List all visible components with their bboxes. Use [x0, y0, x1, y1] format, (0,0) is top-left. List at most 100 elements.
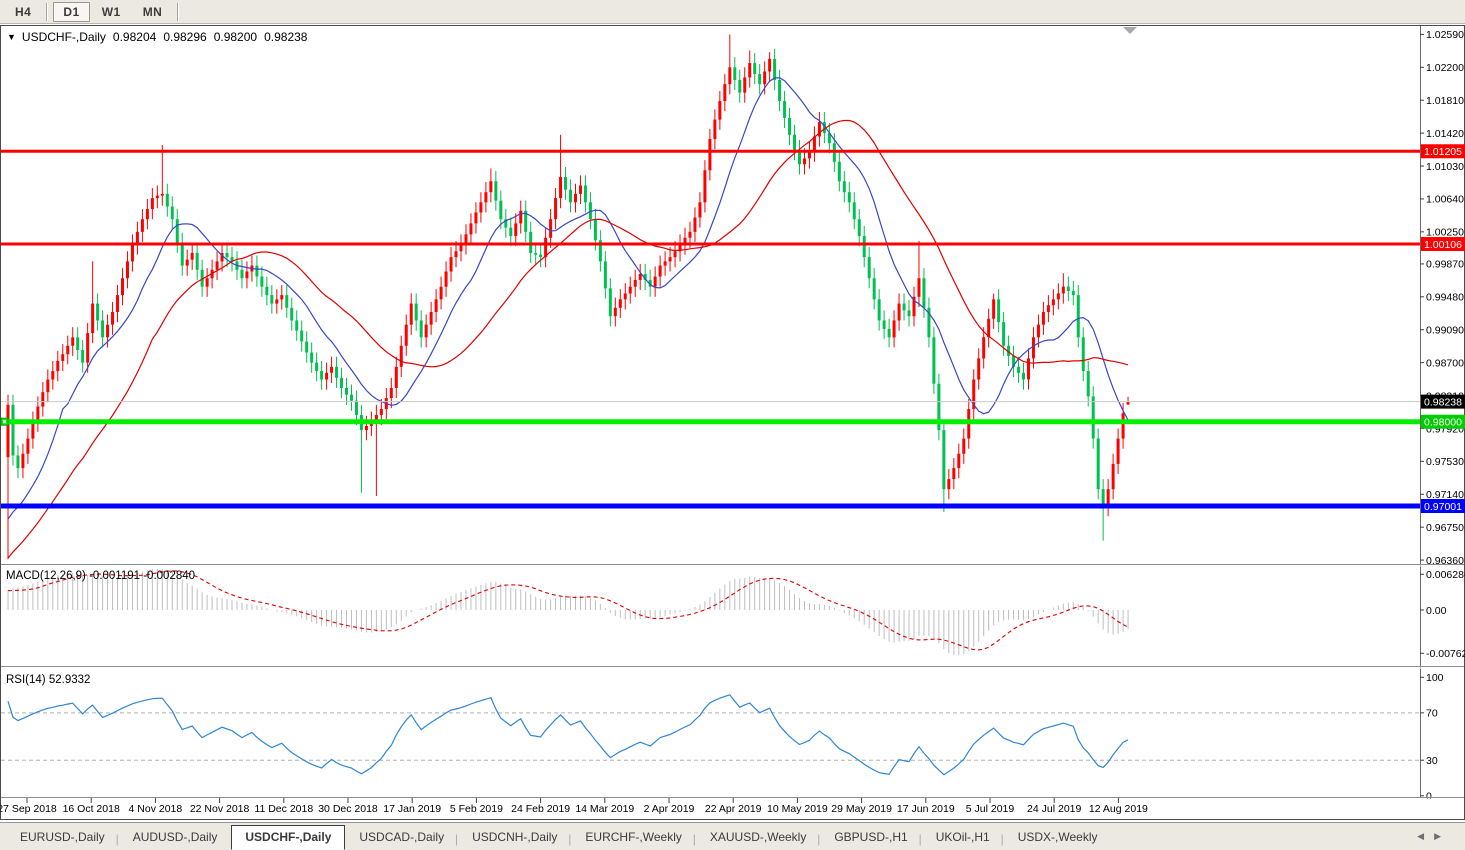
candle-body	[325, 372, 329, 380]
chart-title: ▼ USDCHF-,Daily 0.98204 0.98296 0.98200 0.982…	[7, 30, 307, 44]
date-label: 17 Jun 2019	[897, 803, 955, 815]
candle-body	[773, 58, 777, 80]
candle-body	[320, 371, 324, 380]
candle-body	[738, 79, 742, 93]
candle-body	[573, 193, 577, 203]
candle-body	[394, 366, 398, 388]
tab-xauusd-weekly[interactable]: XAUUSD-,Weekly |	[709, 830, 821, 846]
tab-scroll-right-icon[interactable]: ▶	[1434, 831, 1451, 841]
candle-body	[6, 404, 10, 458]
tab-ukoil-h1[interactable]: UKOil-,H1 |	[935, 830, 1004, 846]
candle-body	[315, 362, 319, 372]
date-label: 17 Jan 2019	[383, 803, 441, 815]
tab-audusd-daily[interactable]: AUDUSD-,Daily	[132, 830, 218, 844]
candle-body	[1126, 401, 1130, 405]
rsi-name: RSI(14)	[6, 674, 46, 686]
candle-body	[479, 202, 483, 213]
candle-body	[1007, 345, 1011, 356]
tab-usdcnh-daily[interactable]: USDCNH-,Daily |	[472, 830, 572, 846]
tab-eurusd-daily[interactable]: EURUSD-,Daily |	[20, 830, 119, 846]
candle-body	[91, 303, 95, 334]
tab-scroll-left-icon[interactable]: ◀	[1417, 831, 1435, 841]
date-label: 22 Apr 2019	[705, 803, 762, 815]
date-label: 27 Sep 2018	[0, 803, 57, 815]
candle-body	[862, 236, 866, 258]
candle-body	[155, 195, 159, 199]
ma-slow-line	[7, 119, 1129, 559]
candle-body	[160, 193, 164, 196]
candle-body	[499, 200, 503, 220]
candle-body	[802, 158, 806, 165]
timeframe-button-h4[interactable]: H4	[15, 4, 32, 19]
candle-body	[330, 366, 334, 373]
date-label: 29 May 2019	[831, 803, 892, 815]
candle-body	[519, 210, 523, 224]
date-label: 2 Apr 2019	[644, 803, 695, 815]
current-price-badge	[1421, 394, 1465, 409]
candle-body	[608, 288, 612, 317]
candle-body	[449, 257, 453, 272]
tab-usdx-weekly[interactable]: USDX-,Weekly	[1017, 830, 1098, 844]
candle-body	[807, 151, 811, 159]
candle-body	[927, 307, 931, 338]
price-line-badge-label: 0.98000	[1424, 417, 1462, 429]
tab-gbpusd-h1[interactable]: GBPUSD-,H1 |	[834, 830, 922, 846]
candle-body	[812, 136, 816, 152]
tab-usdcad-daily[interactable]: USDCAD-,Daily |	[359, 830, 459, 846]
candle-body	[305, 341, 309, 353]
date-axis[interactable]: 27 Sep 2018 16 Oct 2018 4 Nov 2018 22 Nov 2…	[0, 798, 1148, 815]
candle-body	[165, 193, 169, 207]
tab-separator: |	[115, 832, 119, 846]
candle-body	[170, 206, 174, 220]
rsi-tick-label: 30	[1426, 755, 1438, 767]
candle-body	[778, 79, 782, 102]
candle-body	[912, 296, 916, 317]
candle-body	[788, 117, 792, 135]
candle-body	[56, 360, 60, 372]
tab-separator: |	[918, 832, 922, 846]
candle-body	[1091, 396, 1095, 439]
candle-body	[1106, 489, 1110, 507]
candle-body	[887, 328, 891, 338]
timeframe-button-w1[interactable]: W1	[101, 4, 121, 19]
price-tick-label: 1.00250	[1426, 227, 1464, 239]
candle-body	[101, 320, 105, 338]
candle-body	[628, 286, 632, 294]
timeframe-button-mn[interactable]: MN	[142, 4, 163, 19]
candle-body	[847, 192, 851, 203]
candle-body	[917, 278, 921, 297]
candle-body	[275, 299, 279, 304]
tab-separator: |	[692, 832, 696, 846]
symbol-dropdown-icon[interactable]: ▼	[7, 32, 16, 42]
candle-body	[972, 379, 976, 410]
price-axis[interactable]: 1.02590 1.02200 1.01810 1.01420 1.01030 1.006…	[1420, 29, 1465, 803]
macd-tick-label: -0.00762	[1426, 648, 1465, 660]
candle-body	[474, 212, 478, 224]
chart-shift-icon[interactable]	[1123, 27, 1137, 34]
date-label: 14 Mar 2019	[575, 803, 634, 815]
candle-body	[907, 310, 911, 317]
candle-body	[61, 354, 65, 361]
toolbar-separator	[46, 2, 49, 21]
candle-body	[1022, 372, 1026, 380]
candle-body	[817, 122, 821, 137]
candle-body	[1046, 305, 1050, 313]
candle-body	[116, 295, 120, 313]
candle-body	[648, 279, 652, 287]
candle-body	[1041, 312, 1045, 325]
timeframe-button-d1[interactable]: D1	[53, 1, 90, 22]
date-label: 24 Feb 2019	[511, 803, 570, 815]
candle-body	[768, 58, 772, 72]
candle-body	[255, 265, 259, 277]
tab-usdchf-daily[interactable]: USDCHF-,Daily	[231, 825, 346, 850]
candle-body	[743, 77, 747, 93]
candle-body	[837, 161, 841, 182]
candle-body	[404, 324, 408, 346]
price-tick-label: 0.97530	[1426, 456, 1464, 468]
toolbar-separator	[177, 2, 180, 21]
line-anchor-center	[3, 420, 6, 424]
candle-body	[564, 176, 568, 190]
tab-eurchf-weekly[interactable]: EURCHF-,Weekly |	[585, 830, 696, 846]
ohlc-open: 0.98204	[112, 30, 157, 44]
